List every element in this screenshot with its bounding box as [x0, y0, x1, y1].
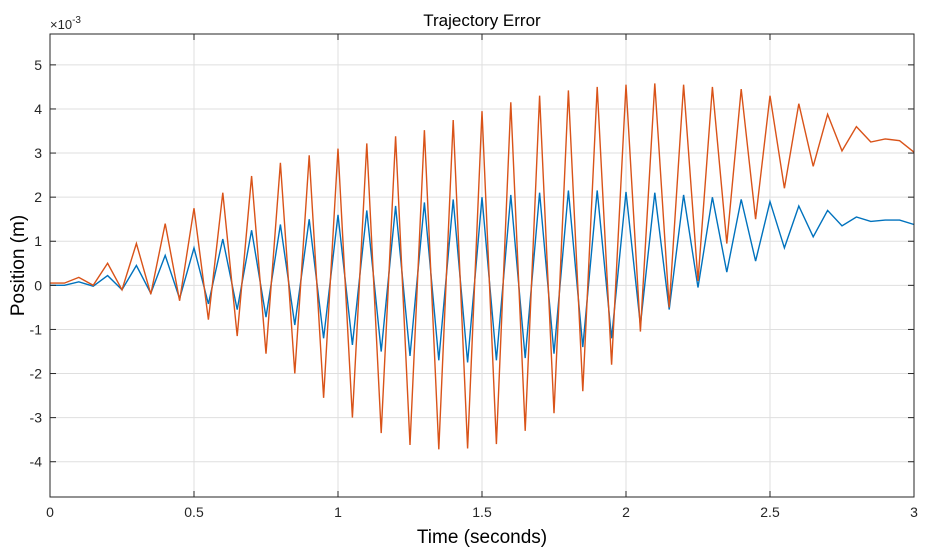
x-tick-label: 0.5 — [184, 504, 204, 520]
y-tick-label: 5 — [34, 57, 42, 73]
x-tick-label: 2.5 — [760, 504, 780, 520]
x-tick-label: 0 — [46, 504, 54, 520]
x-tick-label: 1.5 — [472, 504, 492, 520]
chart-title: Trajectory Error — [423, 11, 541, 30]
series-line-1 — [50, 190, 915, 363]
axis-ticks: 0 0.5 1 1.5 2 2.5 3 -4 -3 -2 -1 0 1 2 3 4 5 — [30, 34, 918, 520]
y-tick-label: -4 — [30, 454, 43, 470]
y-tick-label: 4 — [34, 101, 42, 117]
data-series — [50, 83, 915, 450]
y-tick-label: -3 — [30, 410, 43, 426]
y-tick-label: -2 — [30, 366, 43, 382]
x-tick-label: 3 — [910, 504, 918, 520]
y-tick-label: 1 — [34, 233, 42, 249]
y-axis-label: Position (m) — [8, 215, 29, 316]
y-axis-exponent-power: -3 — [72, 15, 81, 26]
series-line-2 — [50, 83, 915, 450]
y-tick-label: 0 — [34, 277, 42, 293]
y-axis-exponent-base: ×10 — [50, 17, 72, 32]
x-axis-label: Time (seconds) — [417, 527, 547, 548]
y-tick-label: 3 — [34, 145, 42, 161]
y-axis-exponent: ×10-3 — [50, 15, 81, 32]
y-tick-label: -1 — [30, 321, 43, 337]
x-tick-label: 2 — [622, 504, 630, 520]
x-tick-label: 1 — [334, 504, 342, 520]
y-tick-label: 2 — [34, 189, 42, 205]
